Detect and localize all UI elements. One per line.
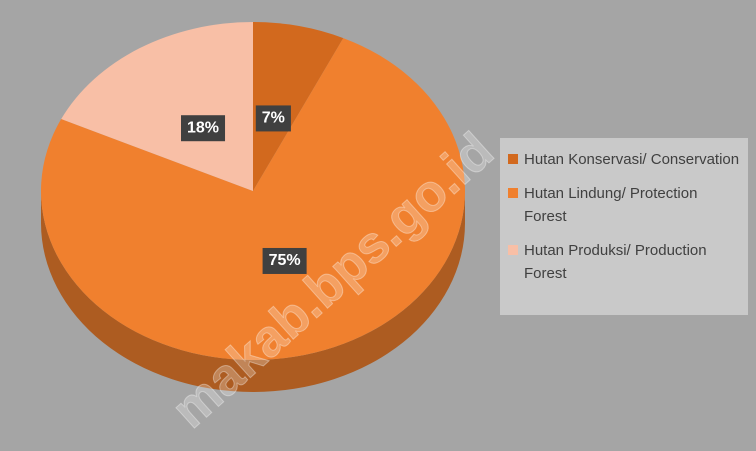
pie-side [41, 191, 465, 392]
data-label-box [262, 247, 307, 274]
legend-swatch [508, 188, 518, 198]
data-label: 75% [269, 252, 301, 269]
pie-slice [40, 38, 465, 360]
data-label-box [255, 105, 291, 132]
legend-entry: Hutan Lindung/ Protection Forest [508, 182, 740, 228]
data-label-group: 75% [262, 247, 307, 274]
data-label: 7% [262, 110, 285, 127]
legend-entry: Hutan Produksi/ Production Forest [508, 239, 740, 285]
pie-slice [61, 22, 253, 191]
legend-label: Hutan Produksi/ Production Forest [524, 242, 707, 282]
legend-label: Hutan Konservasi/ Conservation [524, 151, 740, 168]
data-label-group: 7% [255, 105, 291, 132]
legend: Hutan Konservasi/ Conservation Hutan Lind… [500, 138, 748, 315]
data-label-group: 18% [181, 115, 226, 142]
data-label-box [181, 115, 226, 142]
legend-entry: Hutan Konservasi/ Conservation [508, 148, 740, 171]
legend-swatch [508, 245, 518, 255]
pie-slice [253, 22, 344, 191]
legend-label: Hutan Lindung/ Protection Forest [524, 185, 698, 225]
legend-swatch [508, 154, 518, 164]
data-label: 18% [187, 119, 219, 136]
